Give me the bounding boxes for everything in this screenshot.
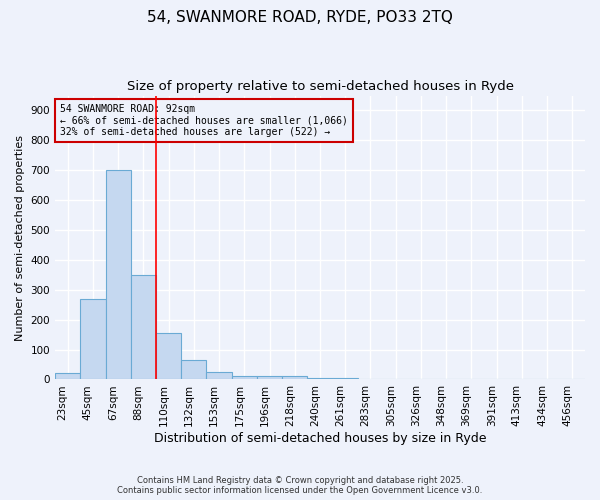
Bar <box>181 360 206 380</box>
Text: 54 SWANMORE ROAD: 92sqm
← 66% of semi-detached houses are smaller (1,066)
32% of: 54 SWANMORE ROAD: 92sqm ← 66% of semi-de… <box>61 104 348 138</box>
Bar <box>106 170 131 380</box>
Bar <box>232 376 257 380</box>
Bar <box>131 275 156 380</box>
Bar <box>206 372 232 380</box>
Text: Contains HM Land Registry data © Crown copyright and database right 2025.
Contai: Contains HM Land Registry data © Crown c… <box>118 476 482 495</box>
Bar <box>55 374 80 380</box>
Bar <box>307 378 332 380</box>
Bar <box>80 299 106 380</box>
Title: Size of property relative to semi-detached houses in Ryde: Size of property relative to semi-detach… <box>127 80 514 93</box>
Text: 54, SWANMORE ROAD, RYDE, PO33 2TQ: 54, SWANMORE ROAD, RYDE, PO33 2TQ <box>147 10 453 25</box>
Bar <box>257 376 282 380</box>
X-axis label: Distribution of semi-detached houses by size in Ryde: Distribution of semi-detached houses by … <box>154 432 486 445</box>
Bar <box>156 333 181 380</box>
Bar <box>332 378 358 380</box>
Bar <box>282 376 307 380</box>
Y-axis label: Number of semi-detached properties: Number of semi-detached properties <box>15 134 25 340</box>
